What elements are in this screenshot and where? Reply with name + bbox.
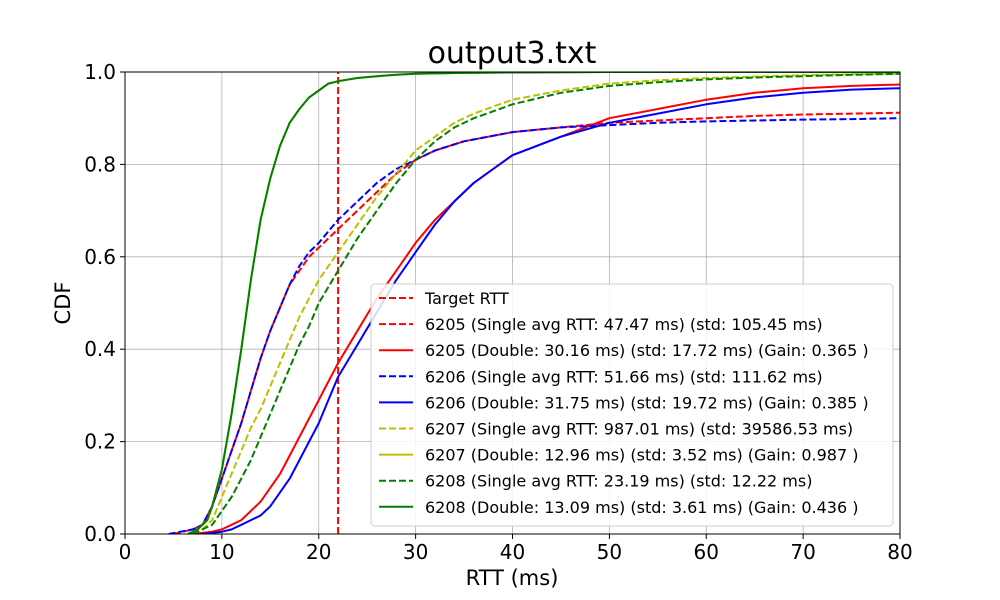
- x-tick-label: 30: [403, 540, 428, 564]
- x-axis-label: RTT (ms): [466, 566, 559, 590]
- plot-frame: [124, 71, 901, 535]
- series-line-5: [192, 72, 900, 534]
- x-tick-label: 60: [694, 540, 719, 564]
- y-tick-label: 0.6: [84, 245, 116, 269]
- y-axis-label: CDF: [51, 282, 75, 325]
- series-line-7: [192, 72, 900, 534]
- x-tick-label: 50: [597, 540, 622, 564]
- y-tick-label: 0.2: [84, 430, 116, 454]
- y-tick-label: 1.0: [84, 60, 116, 84]
- x-tick-label: 70: [790, 540, 815, 564]
- series-line-3: [168, 117, 900, 534]
- legend-entry: 6207 (Single avg RTT: 987.01 ms) (std: 3…: [425, 420, 853, 439]
- x-tick-label: 10: [209, 540, 234, 564]
- legend-entry: 6208 (Single avg RTT: 23.19 ms) (std: 12…: [425, 472, 812, 491]
- legend-entry: 6205 (Double: 30.16 ms) (std: 17.72 ms) …: [425, 341, 869, 360]
- y-tick-label: 0.4: [84, 337, 116, 361]
- legend-entry: 6205 (Single avg RTT: 47.47 ms) (std: 10…: [425, 315, 823, 334]
- legend-entry: 6206 (Double: 31.75 ms) (std: 19.72 ms) …: [425, 393, 869, 412]
- y-tick-label: 0.0: [84, 522, 116, 546]
- legend-entry: 6208 (Double: 13.09 ms) (std: 3.61 ms) (…: [425, 498, 858, 517]
- legend: Target RTT 6205 (Single avg RTT: 47.47 ms…: [370, 283, 894, 527]
- x-tick-label: 0: [119, 540, 132, 564]
- legend-entry: Target RTT: [424, 289, 509, 308]
- legend-entry: 6206 (Single avg RTT: 51.66 ms) (std: 11…: [425, 367, 823, 386]
- x-tick-label: 80: [887, 540, 912, 564]
- legend-entry: 6207 (Double: 12.96 ms) (std: 3.52 ms) (…: [425, 446, 858, 465]
- plot-area: [168, 72, 900, 534]
- x-tick-label: 20: [306, 540, 331, 564]
- legend-box: [370, 283, 894, 527]
- chart-title: output3.txt: [428, 36, 597, 71]
- y-tick-label: 0.8: [84, 152, 116, 176]
- axes: 0 10 20 30 40 50 60 70 80 0.0 0.2 0.4 0.6 0.8 1.0: [84, 60, 913, 564]
- x-tick-label: 40: [500, 540, 525, 564]
- series-line-2: [192, 83, 900, 534]
- series-line-8: [187, 72, 900, 534]
